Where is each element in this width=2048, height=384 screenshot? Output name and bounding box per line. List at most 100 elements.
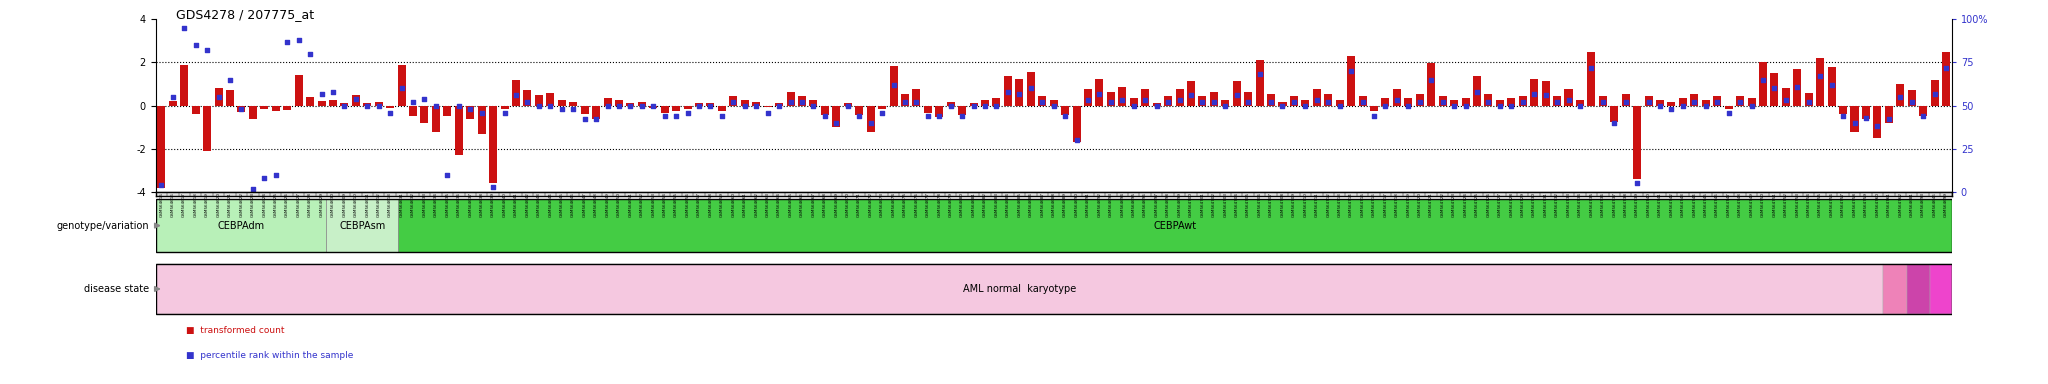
Bar [410,106,418,116]
Text: GSM564641: GSM564641 [514,192,518,217]
Text: GSM564728: GSM564728 [1509,192,1513,217]
Bar [1862,106,1870,119]
Bar [741,100,750,106]
Bar [1839,106,1847,114]
Point [1061,137,1094,143]
Text: GSM564718: GSM564718 [1395,192,1399,217]
Bar [1106,91,1114,106]
Point [1450,103,1483,109]
Point [145,182,178,188]
Point [659,113,692,119]
Bar [1737,96,1745,106]
Point [362,103,395,109]
Point [1346,99,1378,105]
Point [1804,73,1837,79]
Bar [879,106,887,109]
Point [1473,99,1505,105]
Point [707,113,739,119]
Point [350,103,383,109]
Bar [969,103,977,106]
Bar [1038,96,1047,106]
Bar [1907,264,1929,314]
Text: GSM564650: GSM564650 [616,192,621,217]
Point [717,99,750,105]
Point [729,103,762,109]
Point [1575,65,1608,71]
Text: GSM564633: GSM564633 [422,192,426,217]
Text: ■  transformed count: ■ transformed count [186,326,285,335]
Point [1552,98,1585,104]
Bar [1804,93,1812,106]
Text: genotype/variation: genotype/variation [57,220,150,231]
Text: GSM564712: GSM564712 [1327,192,1331,217]
Text: GSM564665: GSM564665 [788,192,793,217]
Text: GSM564734: GSM564734 [1577,192,1581,217]
Text: GSM564656: GSM564656 [686,192,690,217]
Text: GSM564646: GSM564646 [571,192,575,217]
Text: GSM564761: GSM564761 [1886,192,1890,217]
Text: GSM564619: GSM564619 [205,192,209,217]
Bar [1874,106,1882,138]
Point [1507,99,1540,105]
Point [1083,91,1116,97]
Point [535,103,567,109]
Point [637,103,670,109]
Text: GSM564748: GSM564748 [1739,192,1743,217]
Bar [225,91,233,106]
Point [1894,99,1927,105]
Bar [981,100,989,106]
Point [1266,103,1298,109]
Text: GSM564621: GSM564621 [227,192,231,217]
Bar [1188,81,1194,106]
Bar [1645,96,1653,106]
Point [1540,99,1573,105]
Text: GSM564737: GSM564737 [1612,192,1616,217]
Text: GSM564662: GSM564662 [754,192,758,217]
Point [1700,99,1733,105]
Text: GSM564687: GSM564687 [1040,192,1044,217]
Point [1460,89,1493,95]
Bar [809,100,817,106]
Point [1176,92,1208,98]
Text: GSM564609: GSM564609 [342,192,346,217]
Bar [1313,89,1321,106]
Bar [694,103,702,106]
Text: GSM564740: GSM564740 [1647,192,1651,217]
Point [682,103,715,109]
Text: GSM564685: GSM564685 [1018,192,1022,217]
Bar [1587,51,1595,106]
Text: GSM564664: GSM564664 [776,192,780,217]
Point [1380,98,1413,104]
Bar [1929,264,1952,314]
Bar [831,106,840,127]
Text: GSM564643: GSM564643 [537,192,541,217]
Bar [993,98,1001,106]
Bar [1221,100,1229,106]
Point [1597,120,1630,126]
Text: GSM564681: GSM564681 [971,192,975,217]
Point [317,89,350,95]
Text: GSM564700: GSM564700 [1190,192,1194,217]
Text: GSM564679: GSM564679 [948,192,952,217]
Text: AML normal  karyotype: AML normal karyotype [963,284,1075,294]
Point [385,85,418,91]
Point [500,92,532,98]
Text: GSM564646: GSM564646 [1933,192,1937,217]
Text: GSM564704: GSM564704 [1235,192,1239,217]
Point [455,106,487,112]
Bar [215,88,223,106]
Text: GSM564711: GSM564711 [1315,192,1319,217]
Bar [238,106,246,112]
Bar [1542,81,1550,106]
Text: GSM564626: GSM564626 [285,192,289,217]
Text: GSM564666: GSM564666 [801,192,805,217]
Bar [1004,76,1012,106]
Point [1425,99,1458,105]
Point [1335,68,1368,74]
Text: GSM564667: GSM564667 [811,192,815,217]
Bar [799,96,807,106]
Bar [512,80,520,106]
Text: GSM564747: GSM564747 [1726,192,1731,217]
Text: GSM564624: GSM564624 [262,192,266,217]
Bar [649,106,657,108]
